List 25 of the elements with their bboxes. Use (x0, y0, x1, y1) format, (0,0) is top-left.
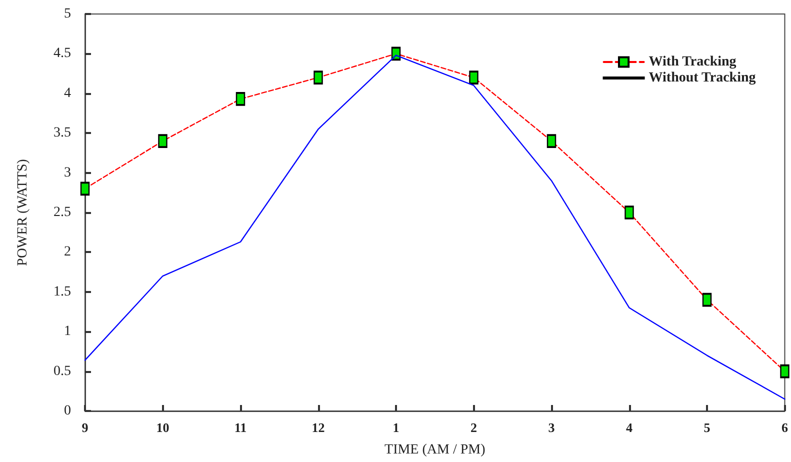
y-tick-label: 0 (64, 404, 71, 418)
x-tick-label: 9 (82, 420, 89, 435)
y-tick-label: 4.5 (54, 46, 71, 62)
y-tick-label: 5 (64, 6, 71, 22)
y-tick-label: 0.5 (54, 364, 71, 379)
y-tick-label: 3 (64, 165, 71, 180)
y-tick-label: 3.5 (54, 126, 71, 141)
legend-label: With Tracking (648, 54, 736, 70)
y-tick-label: 4 (64, 86, 71, 101)
x-tick-label: 6 (782, 420, 788, 435)
x-tick-label: 2 (470, 420, 477, 435)
x-tick-label: 12 (312, 420, 325, 435)
legend-label: Without Tracking (648, 70, 756, 86)
x-tick-label: 5 (704, 420, 711, 435)
y-axis-title: POWER (WATTS) (16, 158, 30, 266)
y-tick-label: 2.5 (54, 205, 71, 220)
x-tick-label: 11 (234, 420, 247, 435)
x-tick-label: 10 (156, 420, 170, 435)
y-tick-label: 1 (64, 324, 71, 340)
x-tick-label: 4 (626, 420, 633, 435)
x-tick-label: 3 (548, 420, 556, 435)
y-tick-label: 2 (64, 244, 71, 260)
y-tick-label: 1.5 (54, 284, 71, 300)
x-tick-label: 1 (392, 420, 400, 435)
x-axis-title: TIME (AM / PM) (384, 442, 486, 458)
